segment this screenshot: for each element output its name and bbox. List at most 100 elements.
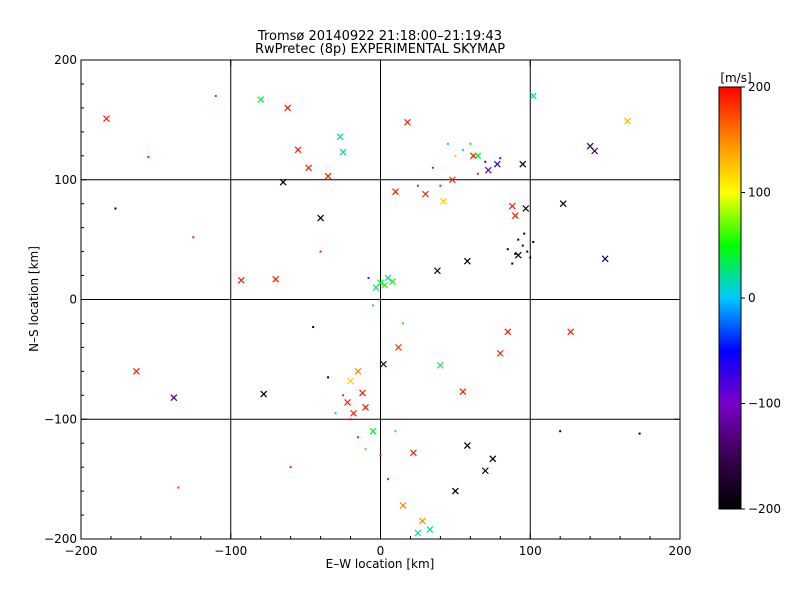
cross-stroke: [324, 172, 332, 180]
cross-stroke: [448, 176, 456, 184]
data-point-cross: [399, 502, 407, 509]
cross-stroke: [591, 147, 599, 155]
data-point-dot: [214, 94, 217, 97]
cross-stroke: [380, 360, 387, 368]
data-point-dot: [431, 166, 434, 169]
cross-stroke: [103, 115, 110, 123]
data-point-dot: [529, 256, 532, 259]
cross-stroke: [279, 178, 287, 186]
cross-stroke: [237, 276, 245, 284]
cross-stroke: [384, 274, 392, 282]
cross-stroke: [399, 502, 407, 509]
data-point-cross: [419, 517, 426, 525]
data-point-cross: [103, 115, 110, 123]
colorbar: [719, 87, 741, 509]
colorbar-label: [m/s]: [720, 71, 751, 85]
data-point-cross: [347, 377, 354, 385]
x-axis-label: E–W location [km]: [326, 557, 435, 571]
cross-stroke: [414, 529, 422, 537]
x-tick-label: −100: [214, 544, 247, 558]
cross-stroke: [481, 467, 489, 475]
cross-stroke: [294, 146, 302, 154]
data-point-dot: [514, 252, 517, 255]
cross-stroke: [426, 525, 434, 533]
grid-lines: [81, 60, 680, 539]
cross-stroke: [347, 377, 354, 385]
data-point-dot: [416, 184, 419, 187]
colorbar-tick-label: −100: [748, 397, 781, 411]
data-point-cross: [567, 328, 575, 336]
data-point-cross: [384, 274, 392, 282]
data-point-dot: [446, 142, 449, 145]
data-point-cross: [591, 147, 599, 155]
data-point-cross: [559, 200, 567, 208]
data-point-cross: [350, 409, 357, 417]
cross-stroke: [489, 455, 497, 463]
data-point-cross: [260, 390, 268, 398]
colorbar-tick-label: 0: [748, 291, 756, 305]
cross-stroke: [369, 427, 377, 435]
cross-stroke: [389, 278, 396, 285]
cross-stroke: [463, 442, 471, 450]
data-point-cross: [380, 360, 387, 368]
cross-stroke: [508, 202, 516, 210]
cross-stroke: [496, 349, 504, 357]
cross-stroke: [439, 197, 447, 205]
data-point-cross: [601, 255, 609, 263]
cross-stroke: [395, 343, 402, 351]
data-point-cross: [344, 399, 351, 406]
data-point-dot: [476, 172, 479, 175]
data-point-cross: [504, 328, 512, 336]
colorbar-tick-label: −200: [748, 502, 781, 516]
data-point-cross: [336, 133, 344, 141]
data-point-cross: [257, 96, 265, 103]
data-point-cross: [410, 449, 417, 457]
data-point-dot: [461, 148, 464, 151]
cross-stroke: [410, 449, 417, 457]
data-point-cross: [369, 427, 377, 435]
data-point-dot: [334, 412, 337, 415]
cross-stroke: [132, 367, 140, 375]
cross-stroke: [350, 409, 357, 417]
data-point-cross: [439, 197, 447, 205]
cross-stroke: [284, 104, 292, 112]
data-point-cross: [624, 117, 632, 125]
data-point-dot: [342, 394, 345, 397]
y-axis-label: N–S location [km]: [27, 246, 41, 352]
cross-stroke: [474, 152, 482, 160]
cross-stroke: [493, 160, 501, 168]
data-point-cross: [484, 166, 492, 174]
y-tick-label: −200: [44, 532, 77, 546]
data-point-cross: [392, 188, 399, 196]
data-point-cross: [519, 160, 527, 168]
cross-stroke: [459, 388, 467, 396]
data-point-dot: [289, 466, 292, 469]
data-point-dot: [521, 244, 524, 247]
cross-stroke: [404, 118, 411, 126]
data-point-cross: [422, 190, 429, 198]
data-point-cross: [448, 176, 456, 184]
data-point-dot: [394, 430, 397, 433]
data-point-cross: [389, 278, 396, 285]
cross-stroke: [305, 164, 313, 172]
cross-stroke: [336, 133, 344, 141]
chart-subtitle: RwPretec (8p) EXPERIMENTAL SKYMAP: [255, 42, 505, 57]
data-point-cross: [359, 389, 366, 397]
data-point-cross: [305, 164, 313, 172]
cross-stroke: [567, 328, 575, 336]
data-point-dot: [379, 454, 382, 457]
data-point-cross: [272, 275, 280, 283]
y-tick-label: 200: [54, 53, 77, 67]
data-point-cross: [354, 367, 362, 375]
data-point-cross: [362, 403, 369, 411]
cross-stroke: [422, 190, 429, 198]
data-point-dot: [523, 232, 526, 235]
data-point-cross: [381, 281, 389, 289]
data-point-dot: [319, 250, 322, 253]
cross-stroke: [519, 160, 527, 168]
data-point-cross: [395, 343, 402, 351]
data-point-dot: [506, 248, 509, 251]
cross-stroke: [392, 188, 399, 196]
data-point-cross: [433, 267, 441, 275]
data-point-dot: [367, 276, 370, 279]
